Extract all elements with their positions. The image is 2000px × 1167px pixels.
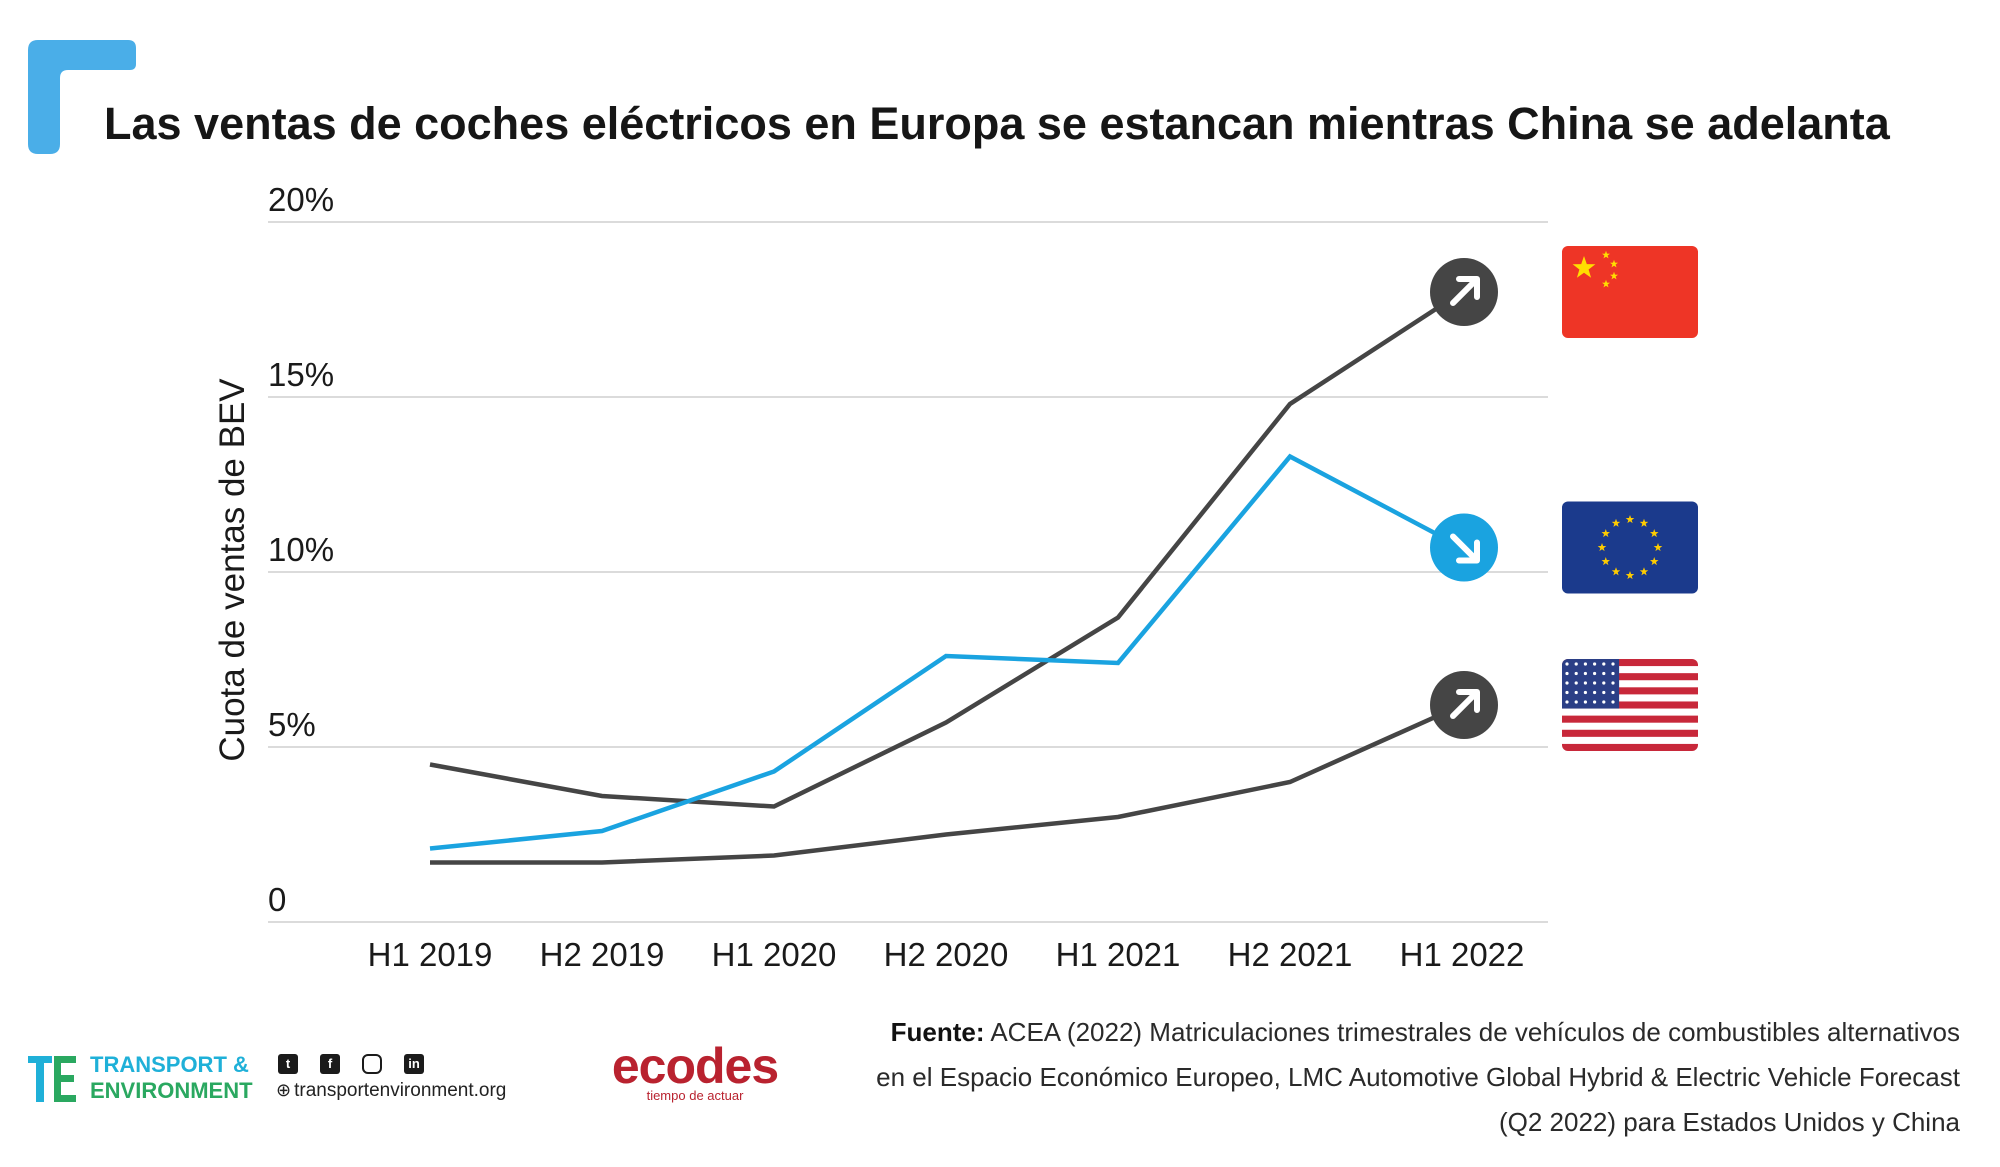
trend-up-icon <box>1430 671 1498 739</box>
social-links: t f in ⊕ transportenvironment.org <box>276 1054 556 1102</box>
globe-icon: ⊕ <box>276 1080 292 1100</box>
chart-title: Las ventas de coches eléctricos en Europ… <box>104 98 1890 149</box>
x-tick-label: H1 2019 <box>368 936 493 973</box>
website-link[interactable]: ⊕ transportenvironment.org <box>276 1080 556 1102</box>
source-text: ACEA (2022) Matriculaciones trimestrales… <box>876 1017 1960 1137</box>
china-flag-icon <box>1562 246 1698 338</box>
x-tick-label: H2 2019 <box>540 936 665 973</box>
te-logo-icon <box>28 1056 76 1102</box>
us-flag-icon <box>1562 659 1698 751</box>
te-logo-line1: TRANSPORT & <box>90 1052 249 1077</box>
eu-flag-icon <box>1562 501 1698 594</box>
y-tick-label: 20% <box>268 181 334 218</box>
transport-environment-logo[interactable]: TRANSPORT & ENVIRONMENT <box>28 1052 268 1108</box>
website-url[interactable]: transportenvironment.org <box>294 1080 507 1101</box>
source-label: Fuente: <box>890 1017 985 1047</box>
series-line-china <box>429 290 1464 809</box>
ecodes-logo[interactable]: ecodes tiempo de actuar <box>590 1040 800 1103</box>
x-tick-label: H1 2021 <box>1056 936 1181 973</box>
x-tick-label: H1 2022 <box>1400 936 1525 973</box>
y-tick-label: 5% <box>268 706 316 743</box>
y-tick-label: 10% <box>268 531 334 568</box>
te-logo-line2: ENVIRONMENT <box>90 1078 253 1103</box>
series-line-estados-unidos <box>430 702 1463 865</box>
linkedin-icon[interactable]: in <box>404 1054 424 1074</box>
line-chart: 0 5% 10% 15% 20% H1 2019 H2 2019 H1 2020 H2 202… <box>213 181 1698 973</box>
corner-accent-icon <box>28 40 136 154</box>
twitter-icon[interactable]: t <box>278 1054 298 1074</box>
trend-up-icon <box>1430 258 1498 326</box>
facebook-icon[interactable]: f <box>320 1054 340 1074</box>
x-tick-label: H2 2020 <box>884 936 1009 973</box>
ecodes-tagline: tiempo de actuar <box>646 1088 744 1103</box>
x-tick-label: H1 2020 <box>712 936 837 973</box>
source-note: Fuente: ACEA (2022) Matriculaciones trim… <box>870 1010 1960 1145</box>
y-tick-label: 0 <box>268 881 286 918</box>
y-axis-label: Cuota de ventas de BEV <box>213 378 252 762</box>
ecodes-name: ecodes <box>611 1038 779 1094</box>
series-line-europa <box>429 453 1464 851</box>
x-tick-label: H2 2021 <box>1228 936 1353 973</box>
trend-down-icon <box>1430 513 1498 582</box>
y-tick-label: 15% <box>268 356 334 393</box>
instagram-icon[interactable] <box>362 1054 382 1074</box>
